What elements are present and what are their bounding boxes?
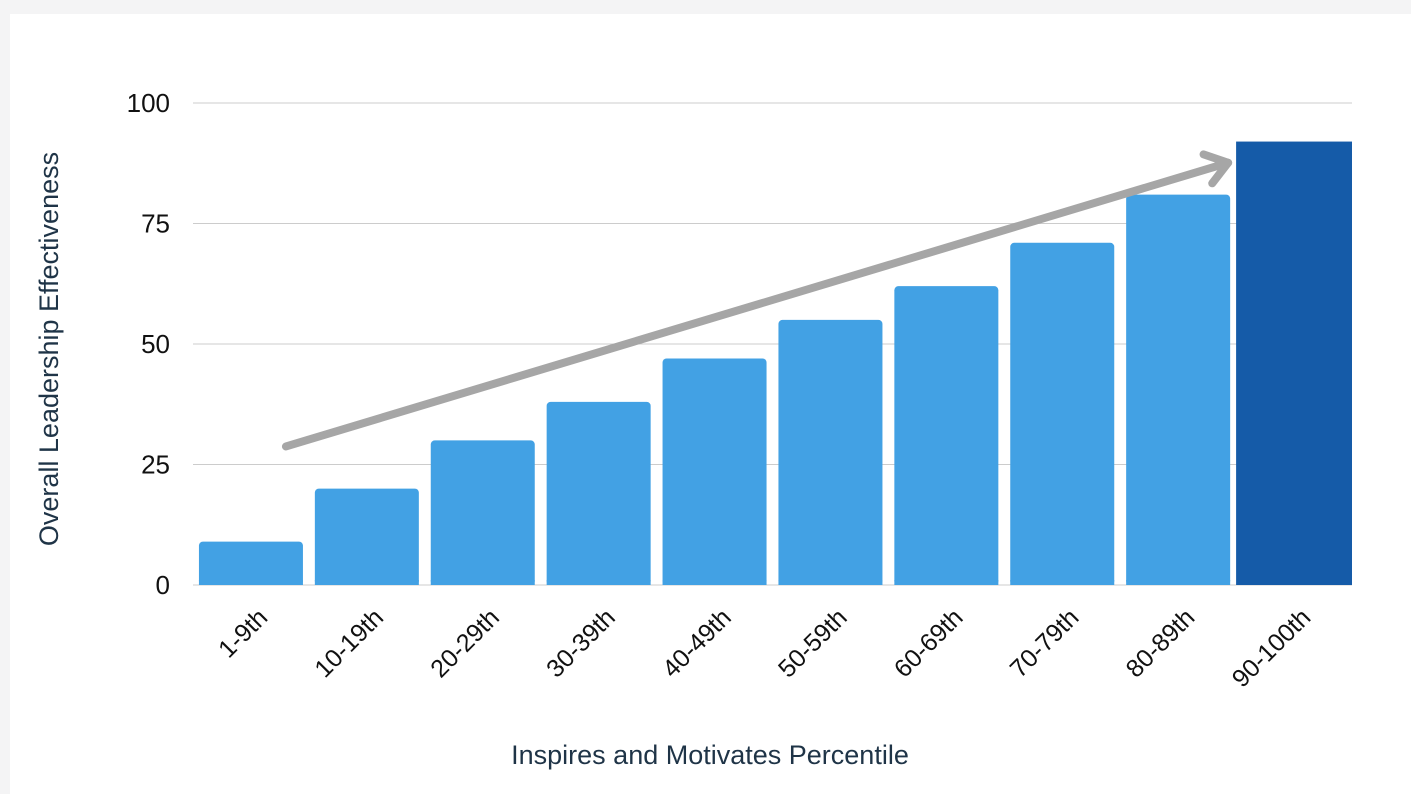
bar-base — [778, 580, 883, 585]
bar-base — [314, 580, 419, 585]
y-tick-label: 50 — [141, 329, 170, 359]
trend-arrow-annotation — [281, 150, 1233, 451]
x-tick-label: 40-49th — [657, 603, 737, 683]
x-tick-label: 1-9th — [213, 603, 273, 663]
x-tick-label: 20-29th — [425, 603, 505, 683]
y-tick-label: 100 — [127, 88, 170, 118]
bar-base — [1126, 580, 1231, 585]
trend-arrow-shaft — [281, 158, 1233, 451]
trend-arrow-head — [1199, 150, 1233, 188]
x-tick-label: 80-89th — [1121, 603, 1201, 683]
x-tick-label: 60-69th — [889, 603, 969, 683]
bar — [778, 319, 883, 585]
bar-chart: 0 25 50 75 100 1-9th 10-19th 20-29th 30-39th 40-… — [34, 88, 1352, 770]
bars — [198, 141, 1352, 585]
bar-base — [198, 580, 303, 585]
y-tick-label: 0 — [156, 570, 170, 600]
y-axis-title: Overall Leadership Effectiveness — [34, 152, 64, 546]
bar — [662, 358, 767, 585]
y-tick-labels: 0 25 50 75 100 — [127, 88, 170, 600]
y-tick-label: 75 — [141, 209, 170, 239]
bar — [1010, 242, 1115, 585]
bar-base — [662, 580, 767, 585]
x-tick-label: 70-79th — [1005, 603, 1085, 683]
y-tick-label: 25 — [141, 450, 170, 480]
bar-base — [1010, 580, 1115, 585]
bar — [198, 541, 303, 585]
bar — [546, 401, 651, 585]
x-axis-title: Inspires and Motivates Percentile — [511, 740, 909, 770]
bar-base — [894, 580, 999, 585]
chart-card: 0 25 50 75 100 1-9th 10-19th 20-29th 30-39th 40-… — [10, 14, 1411, 794]
bar — [314, 488, 419, 585]
x-tick-label: 30-39th — [541, 603, 621, 683]
x-tick-labels: 1-9th 10-19th 20-29th 30-39th 40-49th 50-59th… — [213, 603, 1316, 693]
x-tick-label: 10-19th — [309, 603, 389, 683]
bar — [1236, 141, 1352, 585]
x-tick-label: 90-100th — [1227, 603, 1317, 693]
bar — [894, 286, 999, 585]
bar — [430, 440, 535, 585]
x-tick-label: 50-59th — [773, 603, 853, 683]
bar-base — [430, 580, 535, 585]
bar-base — [546, 580, 651, 585]
bar — [1126, 194, 1231, 585]
